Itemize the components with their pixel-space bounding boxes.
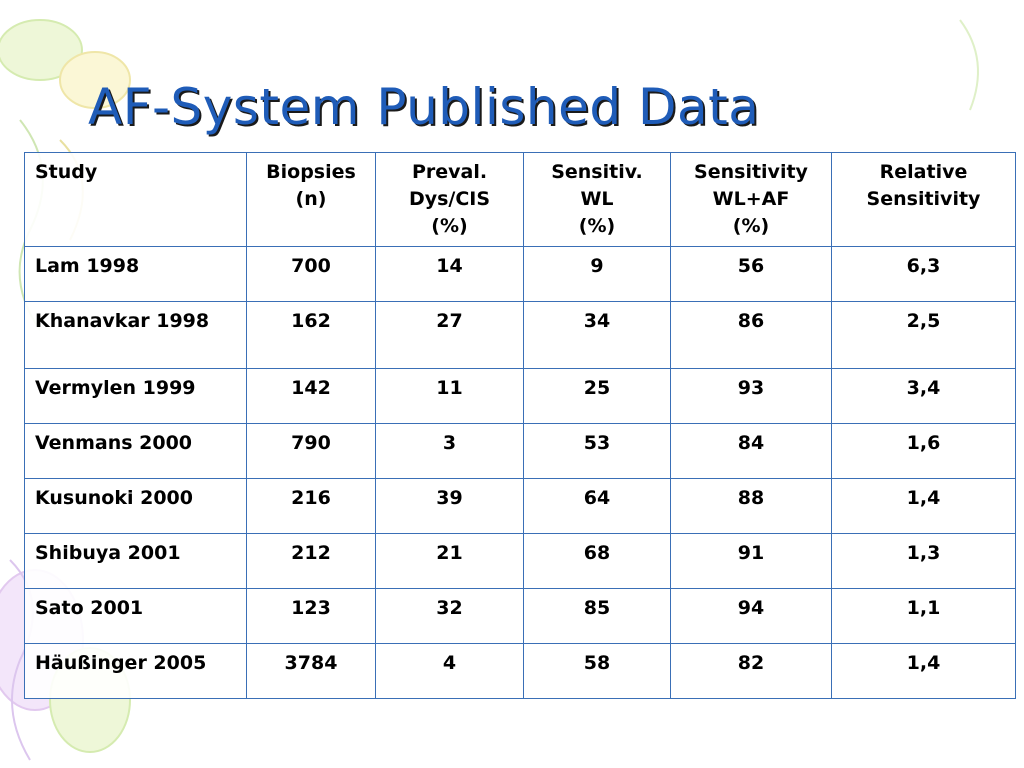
cell-study: Khanavkar 1998: [24, 301, 247, 369]
cell-biopsies: 162: [246, 301, 376, 369]
cell-prevalence: 32: [375, 588, 524, 644]
cell-sensitivity-wl: 85: [523, 588, 671, 644]
table-row: Shibuya 2001 212 21 68 91 1,3: [24, 533, 1016, 589]
cell-sensitivity-wl: 53: [523, 423, 671, 479]
cell-sensitivity-wl: 64: [523, 478, 671, 534]
cell-sensitivity-wl: 34: [523, 301, 671, 369]
cell-sensitivity-wl: 68: [523, 533, 671, 589]
column-header-biopsies: Biopsies (n): [246, 152, 376, 247]
cell-sensitivity-wl: 58: [523, 643, 671, 699]
cell-relative-sensitivity: 1,4: [831, 643, 1016, 699]
column-header-prevalence: Preval. Dys/CIS (%): [375, 152, 524, 247]
header-line: Dys/CIS: [408, 188, 491, 210]
header-line: Relative: [879, 161, 968, 183]
balloon-shape-yellow: [59, 51, 131, 109]
cell-study: Häußinger 2005: [24, 643, 247, 699]
cell-study: Kusunoki 2000: [24, 478, 247, 534]
header-line: Sensitiv.: [551, 161, 643, 183]
cell-sensitivity-wl-af: 56: [670, 246, 832, 302]
cell-study: Vermylen 1999: [24, 368, 247, 424]
header-line: (%): [431, 215, 468, 237]
cell-prevalence: 11: [375, 368, 524, 424]
header-line: Biopsies: [266, 161, 356, 183]
cell-biopsies: 216: [246, 478, 376, 534]
cell-biopsies: 212: [246, 533, 376, 589]
cell-relative-sensitivity: 2,5: [831, 301, 1016, 369]
column-header-sensitivity-wl-af: Sensitivity WL+AF (%): [670, 152, 832, 247]
cell-sensitivity-wl-af: 82: [670, 643, 832, 699]
table-row: Vermylen 1999 142 11 25 93 3,4: [24, 368, 1016, 424]
table-row: Kusunoki 2000 216 39 64 88 1,4: [24, 478, 1016, 534]
header-line: WL: [580, 188, 614, 210]
table-row-highlighted: Häußinger 2005 3784 4 58 82 1,4: [24, 643, 1016, 699]
cell-relative-sensitivity: 1,6: [831, 423, 1016, 479]
cell-relative-sensitivity: 1,3: [831, 533, 1016, 589]
header-line: (%): [732, 215, 770, 237]
cell-sensitivity-wl-af: 86: [670, 301, 832, 369]
cell-sensitivity-wl-af: 93: [670, 368, 832, 424]
cell-study: Sato 2001: [24, 588, 247, 644]
cell-prevalence: 39: [375, 478, 524, 534]
published-data-table: Study Biopsies (n) Preval. Dys/CIS (%) S…: [24, 152, 1016, 699]
cell-study: Venmans 2000: [24, 423, 247, 479]
balloon-shape-green: [0, 19, 83, 81]
cell-prevalence: 3: [375, 423, 524, 479]
cell-prevalence: 4: [375, 643, 524, 699]
column-header-sensitivity-wl: Sensitiv. WL (%): [523, 152, 671, 247]
header-line: (%): [578, 215, 616, 237]
header-line: Sensitivity: [694, 161, 808, 183]
cell-study: Lam 1998: [24, 246, 247, 302]
cell-biopsies: 123: [246, 588, 376, 644]
cell-sensitivity-wl-af: 91: [670, 533, 832, 589]
cell-relative-sensitivity: 1,4: [831, 478, 1016, 534]
cell-prevalence: 14: [375, 246, 524, 302]
table-row: Venmans 2000 790 3 53 84 1,6: [24, 423, 1016, 479]
table-header-row: Study Biopsies (n) Preval. Dys/CIS (%) S…: [24, 152, 1016, 247]
cell-prevalence: 21: [375, 533, 524, 589]
header-line: (n): [295, 188, 327, 210]
cell-relative-sensitivity: 3,4: [831, 368, 1016, 424]
table-row: Sato 2001 123 32 85 94 1,1: [24, 588, 1016, 644]
cell-biopsies: 3784: [246, 643, 376, 699]
cell-biopsies: 142: [246, 368, 376, 424]
cell-sensitivity-wl-af: 94: [670, 588, 832, 644]
cell-biopsies: 700: [246, 246, 376, 302]
cell-study: Shibuya 2001: [24, 533, 247, 589]
cell-relative-sensitivity: 6,3: [831, 246, 1016, 302]
header-line: Sensitivity: [866, 188, 981, 210]
header-line: WL+AF: [712, 188, 790, 210]
page-title: AF-System Published Data: [88, 78, 760, 136]
table-row: Lam 1998 700 14 9 56 6,3: [24, 246, 1016, 302]
cell-biopsies: 790: [246, 423, 376, 479]
header-line: Study: [35, 161, 98, 183]
column-header-study: Study: [24, 152, 247, 247]
cell-prevalence: 27: [375, 301, 524, 369]
cell-sensitivity-wl: 25: [523, 368, 671, 424]
column-header-relative-sensitivity: Relative Sensitivity: [831, 152, 1016, 247]
ribbon-curve-top-right: [959, 19, 979, 111]
table-row: Khanavkar 1998 162 27 34 86 2,5: [24, 301, 1016, 369]
header-line: Preval.: [411, 161, 488, 183]
cell-sensitivity-wl-af: 88: [670, 478, 832, 534]
table-body: Lam 1998 700 14 9 56 6,3 Khanavkar 1998 …: [24, 246, 1016, 699]
cell-relative-sensitivity: 1,1: [831, 588, 1016, 644]
cell-sensitivity-wl: 9: [523, 246, 671, 302]
cell-sensitivity-wl-af: 84: [670, 423, 832, 479]
